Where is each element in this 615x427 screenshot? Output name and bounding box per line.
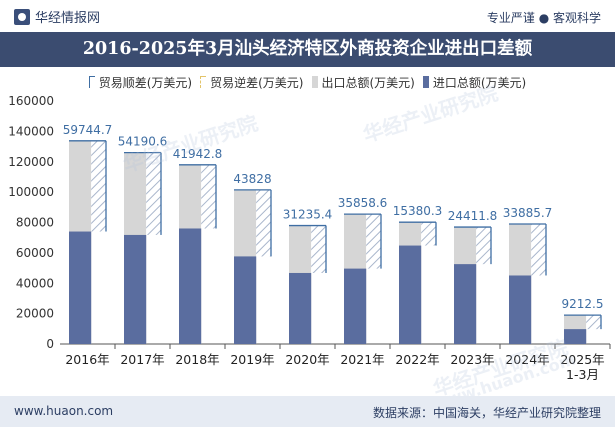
surplus-segment xyxy=(531,224,546,276)
legend-item-surplus: 贸易顺差(万美元) xyxy=(88,73,193,91)
y-tick-label: 0 xyxy=(46,337,54,351)
legend-swatch-surplus xyxy=(88,76,95,88)
footer-source: 数据来源：中国海关，华经产业研究院整理 xyxy=(372,406,601,420)
x-tick-label: 2021年 xyxy=(340,352,384,367)
data-label: 9212.5 xyxy=(562,297,604,311)
chart-area: 0 20000 40000 60000 80000 100000 120000 140000 1… xyxy=(8,94,611,382)
x-tick-label: 2019年 xyxy=(230,352,274,367)
x-tick-label: 2017年 xyxy=(120,352,164,367)
legend-label-surplus: 贸易顺差(万美元) xyxy=(98,75,193,90)
y-tick-label: 100000 xyxy=(8,185,54,199)
x-tick-label: 2024年 xyxy=(505,352,549,367)
data-label: 41942.8 xyxy=(173,147,223,161)
logo-icon xyxy=(14,8,30,25)
brand: 华经情报网 xyxy=(14,7,100,26)
x-tick-label: 2018年 xyxy=(175,352,219,367)
import-bar xyxy=(564,329,587,344)
surplus-segment xyxy=(146,152,161,235)
x-tick-label: 2025年 1-3月 xyxy=(560,352,604,382)
slogan: 专业严谨 ● 客观科学 xyxy=(486,11,601,25)
legend-item-deficit: 贸易逆差(万美元) xyxy=(200,73,304,91)
legend-item-export: 出口总额(万美元) xyxy=(311,73,415,91)
import-bar xyxy=(454,264,477,344)
data-label: 31235.4 xyxy=(283,208,333,222)
data-label: 15380.3 xyxy=(393,204,443,218)
data-label: 43828 xyxy=(233,172,271,186)
legend: 贸易顺差(万美元) 贸易逆差(万美元) 出口总额(万美元) 进口总额(万美元) xyxy=(0,73,615,91)
import-bar xyxy=(399,245,422,344)
y-tick-label: 20000 xyxy=(16,307,54,321)
import-bar xyxy=(124,234,147,344)
data-label: 54190.6 xyxy=(118,135,168,149)
y-tick-label: 120000 xyxy=(8,155,54,169)
surplus-segment xyxy=(586,315,601,330)
legend-label-export: 出口总额(万美元) xyxy=(321,75,415,90)
footer-url[interactable]: www.huaon.com xyxy=(14,404,114,418)
data-label: 24411.8 xyxy=(448,209,498,223)
legend-swatch-export xyxy=(311,76,318,88)
legend-label-import: 进口总额(万美元) xyxy=(432,75,527,90)
surplus-segment xyxy=(421,222,436,246)
surplus-segment xyxy=(91,140,106,232)
surplus-segment xyxy=(256,189,271,257)
surplus-segment xyxy=(311,225,326,273)
import-bar xyxy=(344,268,367,344)
y-tick-label: 140000 xyxy=(8,124,54,138)
x-tick-label: 2016年 xyxy=(65,352,109,367)
surplus-segment xyxy=(476,227,491,265)
x-tick-label: 2023年 xyxy=(450,352,494,367)
y-tick-label: 160000 xyxy=(8,94,54,108)
legend-label-deficit: 贸易逆差(万美元) xyxy=(210,75,304,90)
surplus-segment xyxy=(201,164,216,229)
legend-item-import: 进口总额(万美元) xyxy=(422,73,527,91)
x-tick-label: 2020年 xyxy=(285,352,329,367)
footer: www.huaon.com 数据来源：中国海关，华经产业研究院整理 xyxy=(0,396,615,427)
chart-title: 2016-2025年3月汕头经济特区外商投资企业进出口差额 xyxy=(0,32,615,67)
top-bar: 华经情报网 专业严谨 ● 客观科学 xyxy=(0,0,615,32)
legend-swatch-import xyxy=(422,76,429,88)
import-bar xyxy=(234,256,257,344)
y-tick-label: 80000 xyxy=(16,216,54,230)
import-bar xyxy=(289,272,312,344)
y-tick-label: 60000 xyxy=(16,246,54,260)
data-label: 35858.6 xyxy=(338,196,388,210)
data-label: 59744.7 xyxy=(63,123,113,137)
surplus-segment xyxy=(366,214,381,269)
x-tick-label: 2022年 xyxy=(395,352,439,367)
import-bar xyxy=(509,275,532,344)
import-bar xyxy=(179,228,202,344)
import-bar xyxy=(69,231,92,344)
brand-name: 华经情报网 xyxy=(35,11,101,26)
y-tick-label: 40000 xyxy=(16,276,54,290)
legend-swatch-deficit xyxy=(200,76,207,88)
data-label: 33885.7 xyxy=(503,206,553,220)
